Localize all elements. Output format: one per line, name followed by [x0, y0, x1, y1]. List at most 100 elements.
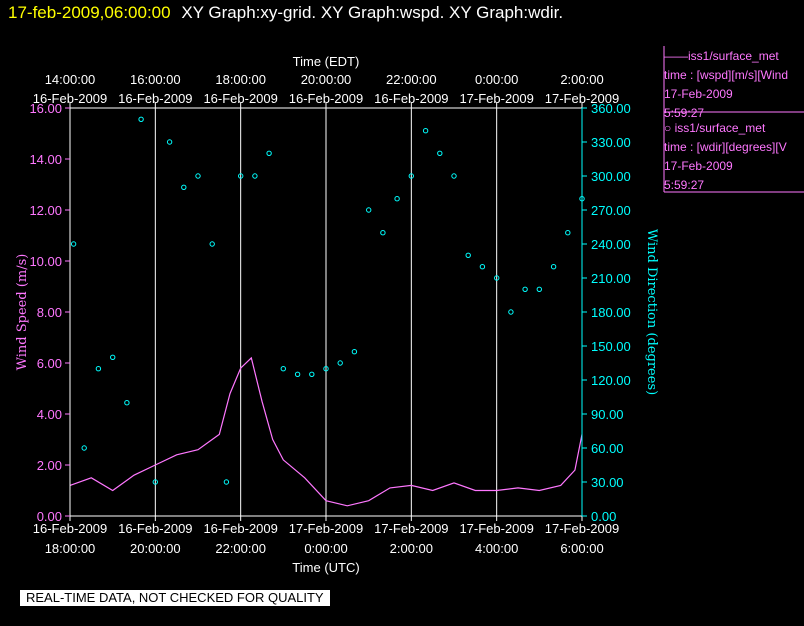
y-left-tick-label: 6.00	[37, 356, 62, 371]
wind-direction-point	[565, 230, 571, 236]
wind-direction-point	[294, 371, 301, 377]
wind-direction-point	[408, 173, 414, 179]
title-timestamp: 17-feb-2009,06:00:00	[8, 3, 171, 22]
page-title: 17-feb-2009,06:00:00 XY Graph:xy-grid. X…	[8, 3, 563, 23]
top-tick-date: 16-Feb-2009	[289, 91, 363, 106]
x-tick-date: 16-Feb-2009	[118, 521, 192, 536]
wind-direction-point	[479, 264, 486, 270]
y-right-tick-label: 150.00	[591, 339, 631, 354]
y-right-tick-label: 300.00	[591, 169, 631, 184]
y-right-tick-label: 30.00	[591, 475, 624, 490]
wind-direction-point	[95, 366, 102, 372]
top-tick-time: 14:00:00	[45, 72, 96, 87]
wind-direction-series	[70, 116, 585, 485]
wind-direction-point	[209, 241, 215, 247]
wind-direction-point	[110, 354, 116, 360]
legend-speed: ——iss1/surface_met time : [wspd][m/s][Wi…	[664, 47, 804, 123]
x-tick-time: 0:00:00	[304, 541, 347, 556]
wind-direction-point	[280, 366, 286, 372]
wind-direction-point	[323, 366, 329, 372]
wind-direction-point	[465, 252, 471, 259]
wind-direction-point	[223, 479, 230, 485]
x-tick-date: 17-Feb-2009	[545, 521, 619, 536]
wind-direction-point	[437, 150, 443, 157]
wind-direction-point	[351, 349, 358, 355]
y-left-tick-label: 0.00	[37, 509, 62, 524]
y-right-tick-label: 360.00	[591, 101, 631, 116]
bottom-axis-label: Time (UTC)	[292, 560, 359, 575]
y-left-tick-label: 4.00	[37, 407, 62, 422]
legend-line: ○ iss1/surface_met	[664, 121, 766, 135]
y-right-tick-label: 120.00	[591, 373, 631, 388]
top-tick-time: 0:00:00	[475, 72, 518, 87]
wind-direction-point	[366, 207, 372, 213]
wind-direction-point	[152, 479, 159, 485]
y-right-tick-label: 330.00	[591, 135, 631, 150]
top-tick-date: 16-Feb-2009	[203, 91, 277, 106]
wind-speed-series	[69, 356, 583, 507]
quality-notice: REAL-TIME DATA, NOT CHECKED FOR QUALITY	[20, 590, 330, 606]
y-left-tick-label: 10.00	[29, 254, 62, 269]
wind-direction-point	[238, 173, 244, 179]
wind-direction-point	[70, 241, 77, 247]
top-tick-date: 17-Feb-2009	[545, 91, 619, 106]
legend-line: 17-Feb-2009	[664, 87, 733, 101]
vertical-grid	[154, 108, 498, 516]
top-tick-time: 20:00:00	[301, 72, 352, 87]
wind-direction-point	[380, 230, 386, 236]
legend-line: 17-Feb-2009	[664, 159, 733, 173]
x-tick-time: 20:00:00	[130, 541, 181, 556]
legend-line: time : [wdir][degrees][V	[664, 140, 787, 154]
title-graphs: XY Graph:xy-grid. XY Graph:wspd. XY Grap…	[181, 3, 564, 22]
right-axis-label: Wind Direction (degrees)	[644, 229, 659, 395]
wind-direction-point	[422, 128, 429, 134]
wind-direction-point	[309, 371, 315, 377]
left-axis-label: Wind Speed (m/s)	[15, 254, 30, 371]
x-tick-time: 18:00:00	[45, 541, 96, 556]
y-right-tick-label: 210.00	[591, 271, 631, 286]
top-tick-date: 16-Feb-2009	[118, 91, 192, 106]
x-tick-time: 4:00:00	[475, 541, 518, 556]
wind-direction-point	[550, 264, 557, 270]
wind-direction-point	[81, 445, 87, 451]
legend-line: time : [wspd][m/s][Wind	[664, 68, 789, 82]
x-tick-time: 22:00:00	[215, 541, 266, 556]
x-tick-date: 17-Feb-2009	[374, 521, 448, 536]
x-tick-time: 6:00:00	[560, 541, 603, 556]
wind-direction-point	[181, 184, 187, 191]
y-left-tick-label: 16.00	[29, 101, 62, 116]
legend-direction: ○ iss1/surface_met time : [wdir][degrees…	[664, 119, 804, 195]
wind-direction-point	[508, 309, 514, 315]
top-tick-time: 2:00:00	[560, 72, 603, 87]
top-tick-date: 16-Feb-2009	[374, 91, 448, 106]
top-tick-time: 16:00:00	[130, 72, 181, 87]
wind-speed-line	[69, 356, 583, 507]
wind-direction-point	[394, 196, 400, 202]
x-tick-date: 16-Feb-2009	[33, 521, 107, 536]
top-tick-date: 17-Feb-2009	[459, 91, 533, 106]
wind-direction-point	[451, 173, 457, 179]
y-right-tick-label: 0.00	[591, 509, 616, 524]
wind-direction-point	[138, 116, 144, 123]
y-left-tick-label: 2.00	[37, 458, 62, 473]
wind-direction-point	[252, 173, 258, 179]
top-tick-date: 16-Feb-2009	[33, 91, 107, 106]
wind-direction-point	[494, 275, 500, 281]
y-right-tick-label: 270.00	[591, 203, 631, 218]
wind-direction-point	[266, 150, 272, 157]
legend-line: 5:59:27	[664, 178, 705, 192]
wind-direction-point	[337, 360, 343, 366]
wind-direction-point	[536, 286, 542, 292]
x-tick-date: 16-Feb-2009	[203, 521, 277, 536]
top-tick-time: 18:00:00	[215, 72, 266, 87]
wind-direction-point	[522, 286, 528, 292]
x-tick-date: 17-Feb-2009	[289, 521, 363, 536]
axes: 16-Feb-2009 18:00:00 16-Feb-2009 20:00:00 16…	[29, 72, 630, 556]
top-tick-time: 22:00:00	[386, 72, 437, 87]
y-right-tick-label: 240.00	[591, 237, 631, 252]
wind-direction-point	[195, 173, 201, 179]
y-right-tick-label: 90.00	[591, 407, 624, 422]
y-right-tick-label: 180.00	[591, 305, 631, 320]
y-left-tick-label: 14.00	[29, 152, 62, 167]
